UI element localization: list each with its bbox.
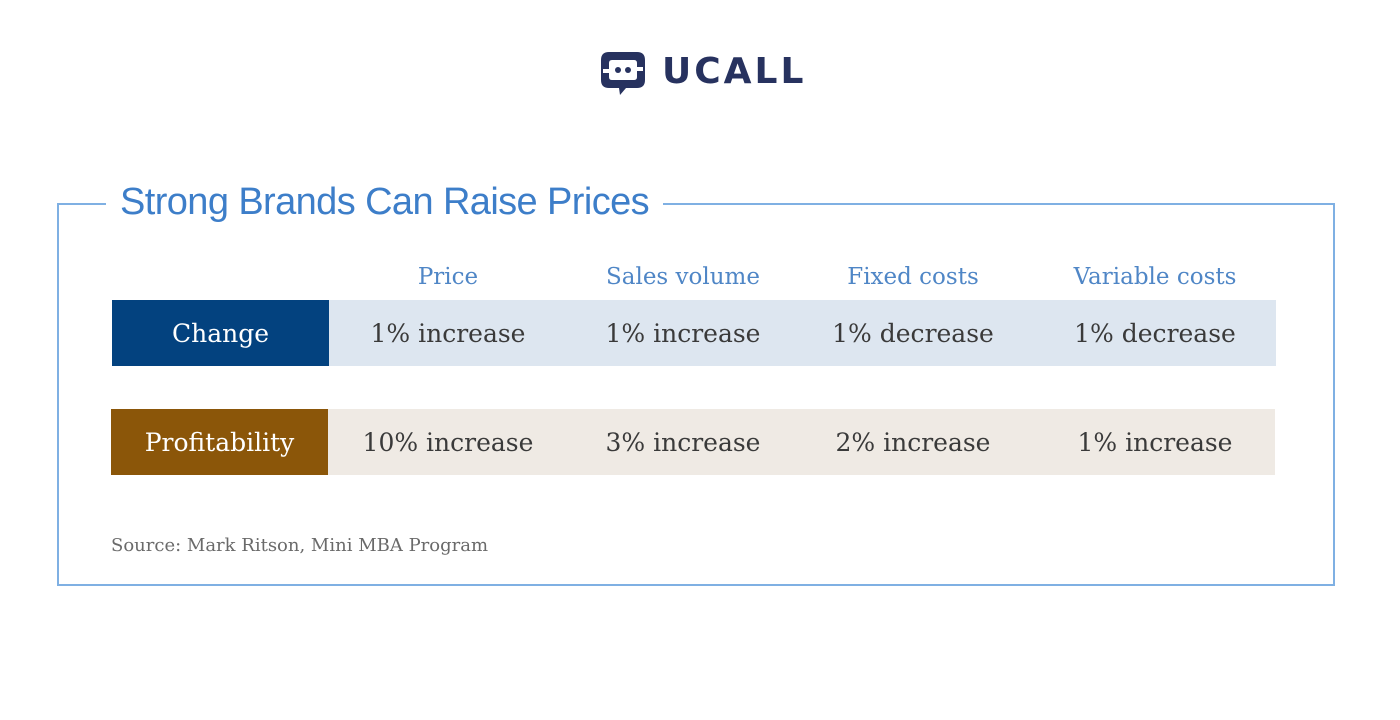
row-label-profitability: Profitability bbox=[111, 409, 328, 475]
chart-title-wrap: Strong Brands Can Raise Prices bbox=[106, 176, 664, 228]
chat-bubble-logo-icon bbox=[601, 52, 645, 95]
table-row-change: Change 1% increase 1% increase 1% decrea… bbox=[0, 300, 1400, 366]
column-header-price: Price bbox=[417, 264, 479, 290]
cell-profitability-price: 10% increase bbox=[362, 427, 534, 457]
cell-change-fixed-costs: 1% decrease bbox=[832, 318, 994, 348]
row-label-change: Change bbox=[112, 300, 329, 366]
logo-wordmark: UCALL bbox=[662, 51, 807, 92]
chart-frame bbox=[57, 203, 1335, 586]
chart-title: Strong Brands Can Raise Prices bbox=[120, 181, 650, 223]
cell-change-price: 1% increase bbox=[370, 318, 526, 348]
table-row-profitability: Profitability 10% increase 3% increase 2… bbox=[0, 409, 1400, 475]
cell-profitability-fixed-costs: 2% increase bbox=[835, 427, 991, 457]
column-header-variable-costs: Variable costs bbox=[1073, 264, 1237, 290]
cell-profitability-sales-volume: 3% increase bbox=[605, 427, 761, 457]
cell-change-sales-volume: 1% increase bbox=[605, 318, 761, 348]
row-band-profitability bbox=[328, 409, 1275, 475]
row-band-change bbox=[329, 300, 1276, 366]
cell-profitability-variable-costs: 1% increase bbox=[1077, 427, 1233, 457]
source-note: Source: Mark Ritson, Mini MBA Program bbox=[111, 535, 489, 556]
cell-change-variable-costs: 1% decrease bbox=[1074, 318, 1236, 348]
ucall-logo: UCALL bbox=[596, 46, 806, 98]
column-header-sales-volume: Sales volume bbox=[606, 264, 760, 290]
column-header-fixed-costs: Fixed costs bbox=[847, 264, 979, 290]
